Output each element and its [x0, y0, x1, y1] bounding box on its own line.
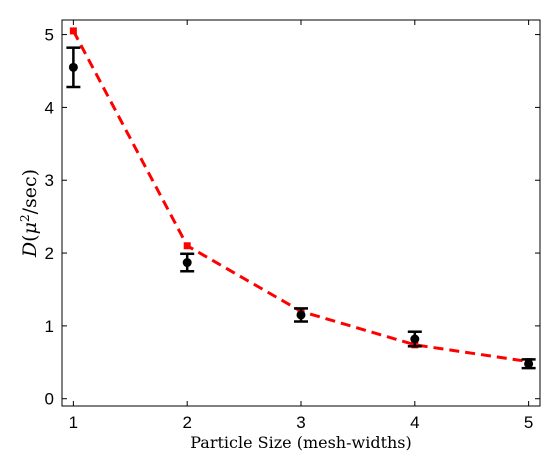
y-tick-label-4: 4	[45, 98, 54, 117]
y-label-exponent: 2	[18, 214, 32, 222]
y-tick-label-2: 2	[45, 244, 54, 263]
x-tick-label-1: 2	[182, 413, 191, 432]
y-label-unit: /sec	[19, 176, 41, 214]
model-point-1	[183, 242, 191, 250]
y-tick-label-1: 1	[45, 317, 54, 336]
data-marker-3	[410, 334, 420, 344]
markers-layer	[66, 46, 536, 370]
data-point-1	[180, 252, 195, 273]
data-marker-2	[296, 310, 306, 320]
y-label-close-paren: )	[19, 169, 41, 176]
y-tick-label-5: 5	[45, 26, 54, 45]
plot-area	[61, 19, 541, 407]
data-point-4	[521, 358, 536, 370]
y-label-mu: μ	[19, 222, 41, 234]
x-tick-label-2: 3	[296, 413, 305, 432]
y-label-symbol: D	[19, 242, 41, 258]
data-marker-4	[524, 359, 534, 369]
model-point-0	[69, 27, 77, 35]
y-tick-label-0: 0	[45, 390, 54, 409]
x-axis-label: Particle Size (mesh-widths)	[190, 433, 412, 452]
data-marker-0	[68, 62, 78, 72]
data-marker-1	[182, 258, 192, 268]
x-tick-label-0: 1	[69, 413, 78, 432]
data-point-0	[66, 46, 81, 89]
data-point-3	[407, 330, 422, 348]
y-label-open-paren: (	[19, 234, 41, 241]
x-tick-label-3: 4	[410, 413, 419, 432]
x-tick-label-4: 5	[524, 413, 533, 432]
data-point-2	[294, 307, 308, 323]
y-tick-label-3: 3	[45, 171, 54, 190]
y-axis-label: D(μ2/sec)	[18, 169, 41, 258]
